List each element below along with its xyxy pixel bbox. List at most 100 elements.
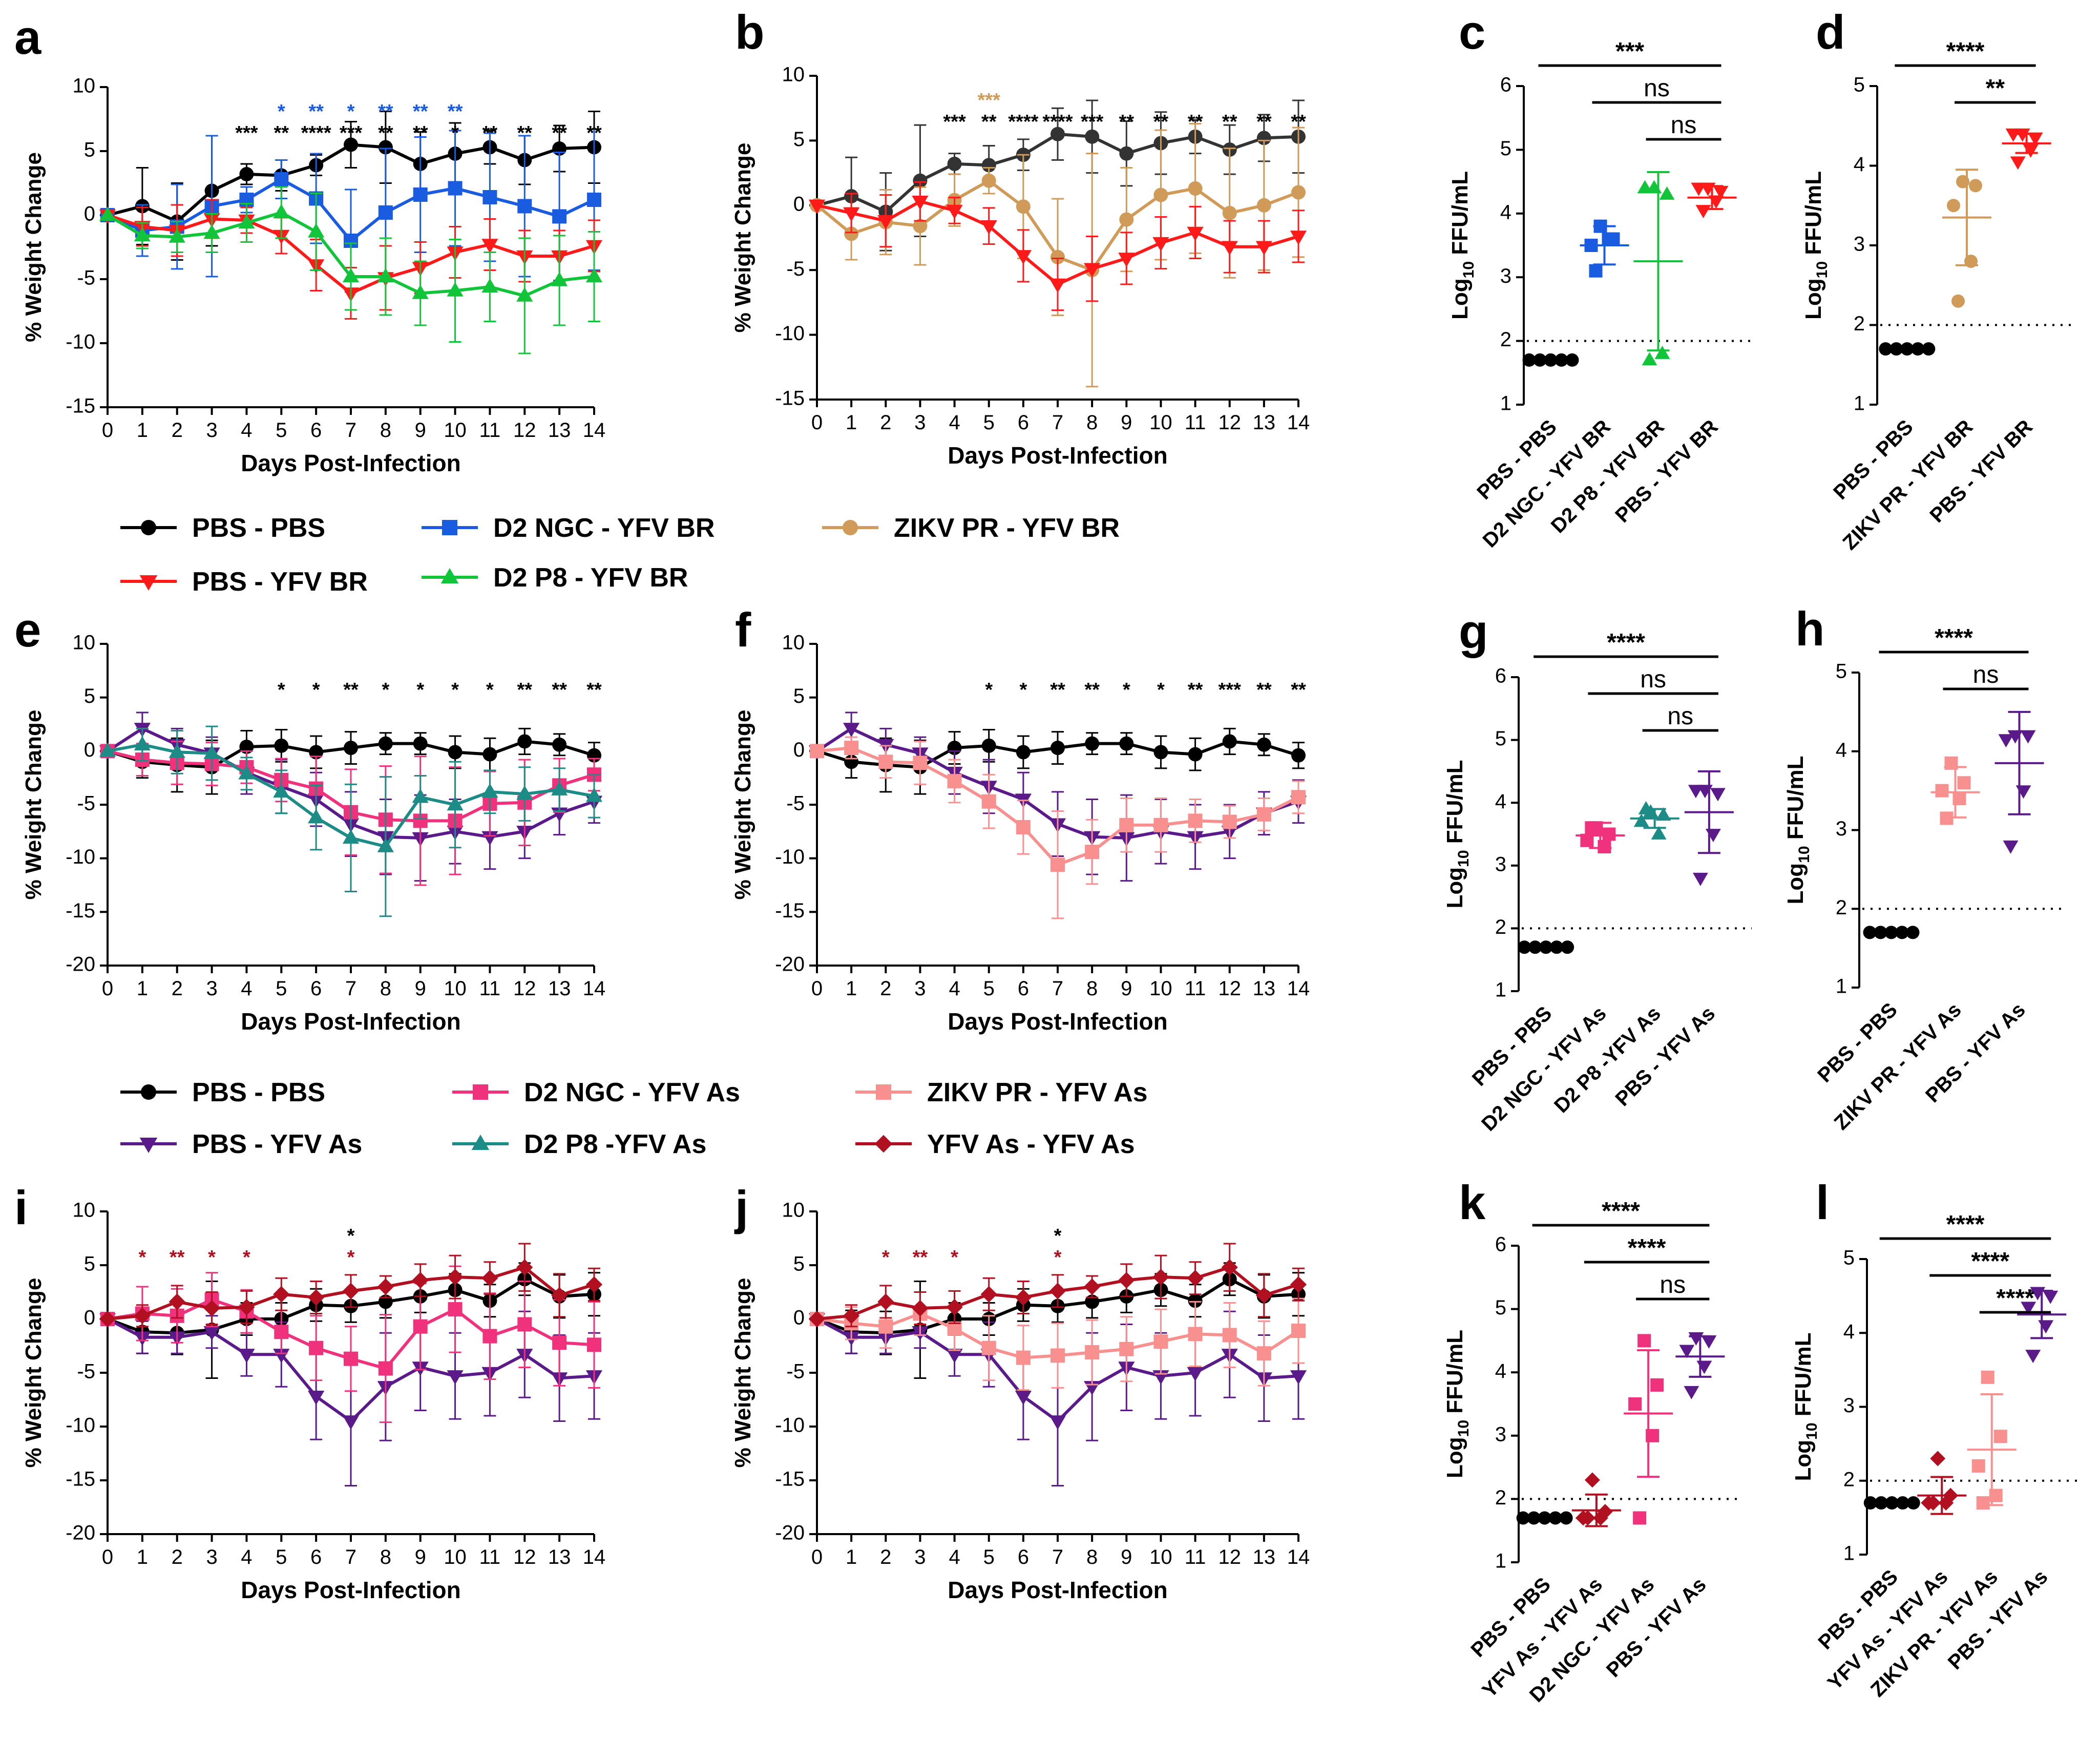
x-tick-label: 10 [1149,411,1172,434]
data-point [1930,1451,1946,1466]
data-point [551,781,568,795]
y-label-subscript: 10 [1455,1420,1472,1437]
y-tick-label: 0 [84,1307,95,1329]
data-point [913,756,928,770]
significance-label: ** [1291,111,1306,133]
significance-label: * [1054,1225,1062,1247]
x-tick-label: 2 [880,977,891,1000]
data-point [1692,872,1708,886]
significance-label: ** [517,679,532,701]
x-tick-label: 11 [1185,977,1206,1000]
data-point [481,831,498,846]
data-point [1695,205,1711,219]
series-pbs-yfv-as [99,1310,603,1486]
data-point [99,1310,116,1328]
data-point [481,783,498,798]
x-tick-label: 1 [137,419,148,442]
data-point [134,1307,151,1324]
x-tick-label: 4 [241,1546,252,1568]
data-point [1659,186,1675,200]
x-tick-label: 2 [172,1546,183,1568]
data-point [377,1278,394,1295]
significance-label: ** [413,101,428,122]
x-tick-label: 2 [172,419,183,442]
legend-label: PBS - YFV BR [192,567,368,597]
y-label-part: FFU/mL [1447,171,1473,261]
data-point [912,1300,929,1317]
y-tick-label: -10 [775,322,805,345]
y-label-subscript: 10 [1803,1422,1820,1439]
significance-label: * [486,679,494,701]
y-axis-label: Log10 FFU/mL [1791,1333,1820,1481]
data-point [981,1340,996,1355]
y-tick-label: 10 [73,632,96,654]
x-tick-label: 5 [983,1546,995,1568]
data-point [1188,1293,1203,1308]
y-tick-label: 3 [1843,1394,1855,1417]
series-yfv-as-yfv-as [99,1243,603,1328]
data-point [980,1286,997,1303]
data-point [1584,1472,1600,1488]
data-point [169,228,185,243]
x-tick-label: 5 [983,977,995,1000]
data-point [1119,212,1134,227]
series-d2-ngc-yfv-as [100,1265,601,1423]
data-point [1255,1287,1272,1304]
data-point [274,738,289,753]
significance-label: **** [1042,111,1073,133]
panel-letter-j: j [734,1181,748,1234]
legend-label: D2 P8 -YFV As [524,1129,706,1159]
data-point [808,199,826,214]
data-point [2043,1290,2059,1304]
data-point [1291,185,1306,200]
significance-label: **** [301,122,331,144]
data-point [1947,199,1960,213]
y-axis-label: % Weight Change [730,143,755,333]
data-point [1602,827,1616,841]
data-point [1188,747,1203,762]
br-legend-item: D2 P8 - YFV BR [422,563,688,593]
data-point [1016,1350,1031,1365]
x-tick-label: 14 [1287,411,1310,434]
x-tick-label: 14 [583,419,606,442]
data-point [517,734,532,749]
x-tick-label: 9 [1121,977,1132,1000]
data-point [2015,785,2031,799]
data-point [1701,1335,1717,1349]
y-label-part: Log [1442,1437,1467,1478]
x-axis-label: Days Post-Infection [241,450,460,476]
data-point [203,744,220,759]
data-point [1051,249,1065,264]
data-point [585,1276,603,1293]
data-point [1015,250,1032,265]
data-point [447,1269,464,1286]
x-tick-label: 9 [415,1546,426,1568]
data-point [1651,826,1667,840]
x-tick-label: 11 [479,1546,501,1568]
data-point [2023,144,2039,158]
data-point [877,215,894,229]
data-point [308,223,325,238]
significance-label: ** [378,101,393,122]
series-zikv-pr-yfv-br [810,123,1306,388]
x-tick-label: 0 [811,977,823,1000]
y-tick-label: 10 [782,64,805,86]
y-label-part: Log [1801,278,1826,320]
data-point [551,1287,568,1304]
legend-marker [473,1084,488,1100]
data-point [378,736,393,751]
significance-label: * [1157,679,1165,701]
comparison-significance: ** [1986,75,2005,102]
panel-letter-e: e [14,603,41,657]
x-tick-label: 6 [1018,977,1029,1000]
significance-label: *** [943,111,966,133]
y-tick-label: 0 [793,193,805,215]
data-point [878,755,893,769]
x-tick-label: 8 [1086,977,1098,1000]
data-point [1221,1259,1238,1276]
comparison-significance: ns [1973,661,1999,688]
data-point [843,207,860,222]
